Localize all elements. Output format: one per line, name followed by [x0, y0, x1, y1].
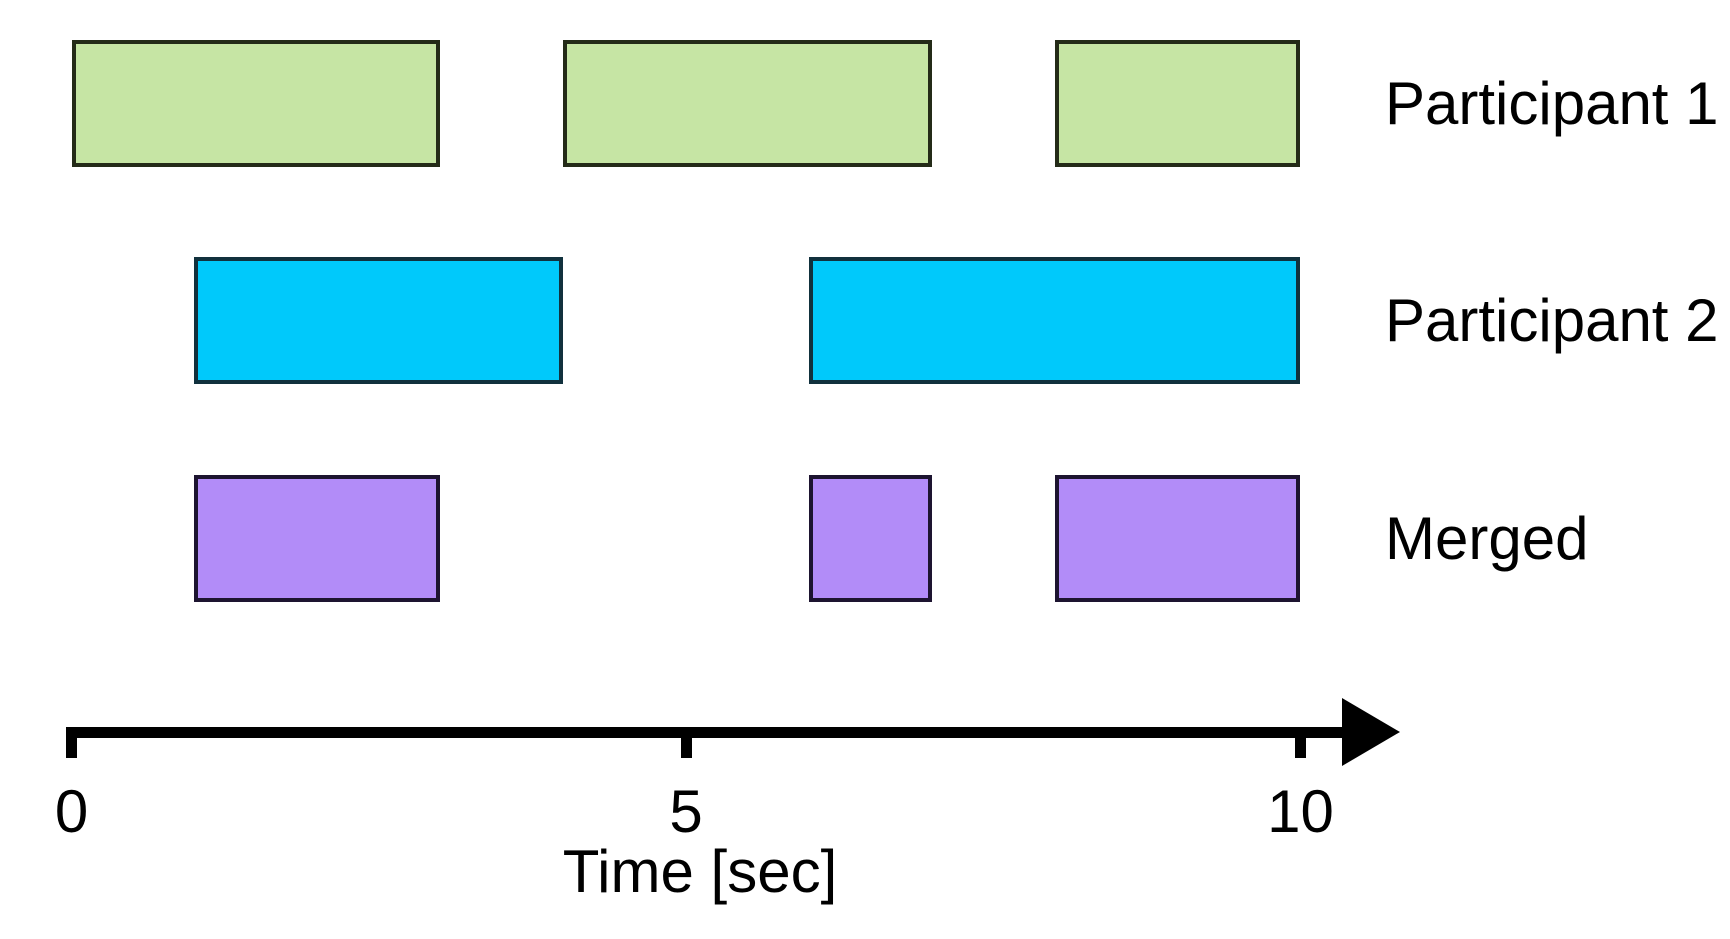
tick-mark — [66, 727, 77, 758]
interval-bar — [71, 40, 441, 167]
interval-bar — [1054, 40, 1301, 167]
axis-line — [66, 727, 1350, 738]
interval-bar — [194, 475, 441, 602]
tick-label: 0 — [54, 778, 89, 845]
row-label: Merged — [1385, 504, 1589, 572]
row-label: Participant 1 — [1385, 69, 1719, 137]
interval-bar — [808, 257, 1301, 384]
timeline-row: Merged — [0, 475, 1730, 602]
tick-mark — [680, 727, 692, 758]
timeline-row: Participant 2 — [0, 257, 1730, 384]
row-label: Participant 2 — [1385, 286, 1719, 354]
tick-label: 5 — [669, 778, 703, 845]
axis-title: Time [sec] — [562, 838, 838, 905]
tick-mark — [1295, 727, 1306, 758]
tick-label: 10 — [1267, 778, 1334, 845]
interval-bar — [563, 40, 932, 167]
interval-bar — [194, 257, 564, 384]
interval-bar — [1054, 475, 1301, 602]
interval-bar — [808, 475, 932, 602]
axis-arrowhead-icon — [1342, 698, 1400, 766]
timeline-row: Participant 1 — [0, 40, 1730, 167]
